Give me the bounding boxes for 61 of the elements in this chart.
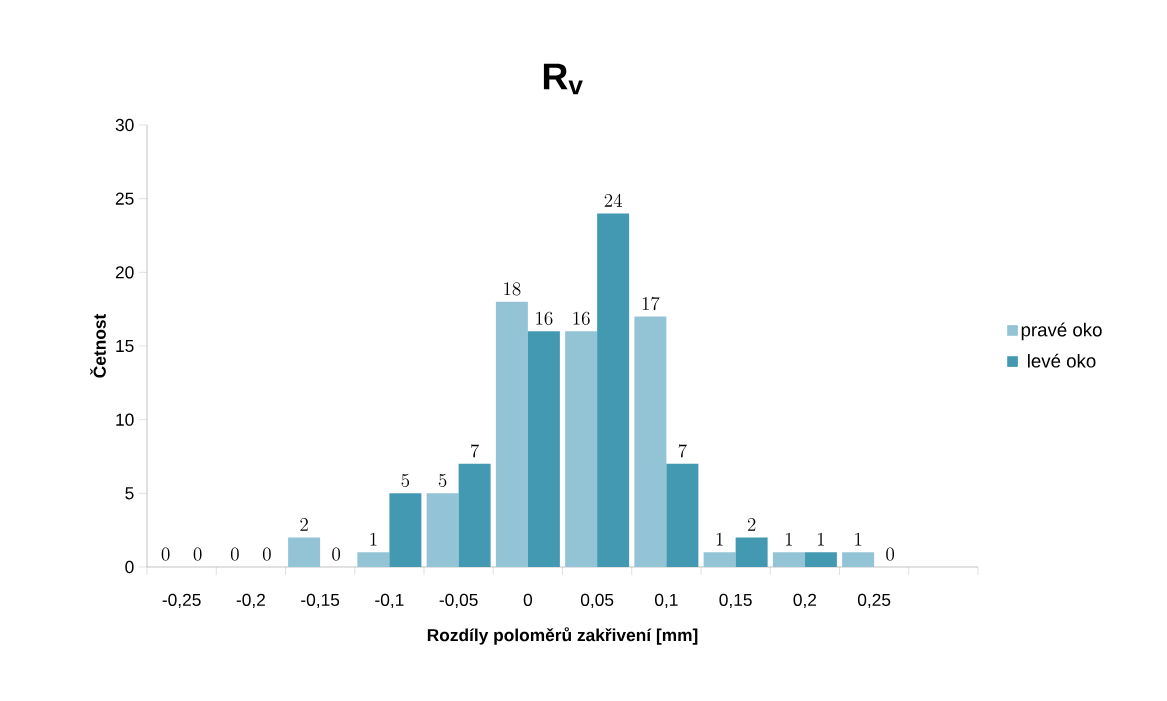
y-tick-label: 20 [115,266,134,279]
data-label: 7 [678,444,687,458]
bar [426,493,459,567]
bar [666,463,699,567]
y-tick-label: 0 [125,560,134,574]
bar [495,301,528,567]
data-label: 17 [642,296,660,311]
bar [597,213,630,567]
bar [842,552,875,567]
data-label: 2 [747,518,756,531]
bar [458,463,491,567]
data-label: 5 [401,473,410,488]
x-tick-label: 0,1 [655,593,678,609]
bar [772,552,805,567]
data-label: 7 [470,444,480,458]
legend-label: pravé oko [1021,322,1102,341]
data-label: 18 [504,282,521,296]
x-tick-label: 0,05 [580,593,614,609]
data-label: 0 [161,547,170,561]
bar [565,331,598,567]
data-label: 2 [300,518,308,531]
chart-title: R$_{v}$ [543,63,583,95]
y-axis-title: Četnost [90,313,106,378]
x-tick-label: -0,05 [439,593,478,609]
bar [288,537,321,567]
data-label: 0 [262,547,271,561]
x-tick-label: 0,15 [719,593,752,609]
data-label: 0 [193,547,202,561]
x-tick-label: -0,1 [375,593,404,609]
y-tick-label: 15 [116,339,134,353]
x-tick-label: 0,25 [857,593,891,609]
x-tick-label: -0,15 [301,593,340,609]
bar [527,331,560,567]
x-tick-label: 0 [523,593,533,606]
x-tick-label: -0,25 [162,593,201,609]
bar [389,493,422,567]
data-label: 1 [817,532,825,546]
y-tick-label: 10 [116,413,134,426]
legend-label: levé oko [1028,353,1096,368]
bar [735,537,768,567]
data-label: 1 [785,532,793,546]
bar [634,316,667,567]
data-label: 1 [716,532,723,546]
x-tick-label: 0,2 [793,593,817,609]
bar [804,552,837,567]
y-tick-label: 25 [115,192,134,205]
bar [357,552,390,567]
x-tick-label: -0,2 [236,593,265,609]
x-axis-title: Rozdíly poloměrů zakřivení [mm] [427,627,698,645]
data-label: 0 [230,547,239,561]
data-label: 16 [573,311,590,325]
data-label: 1 [855,532,862,546]
y-tick-label: 5 [125,487,134,500]
y-tick-label: 30 [115,118,134,132]
data-label: 0 [886,547,895,561]
data-label: 24 [604,193,622,207]
bar [703,552,736,567]
data-label: 0 [332,547,341,561]
data-label: 5 [438,473,447,488]
data-label: 16 [536,311,553,325]
data-label: 1 [370,532,377,546]
